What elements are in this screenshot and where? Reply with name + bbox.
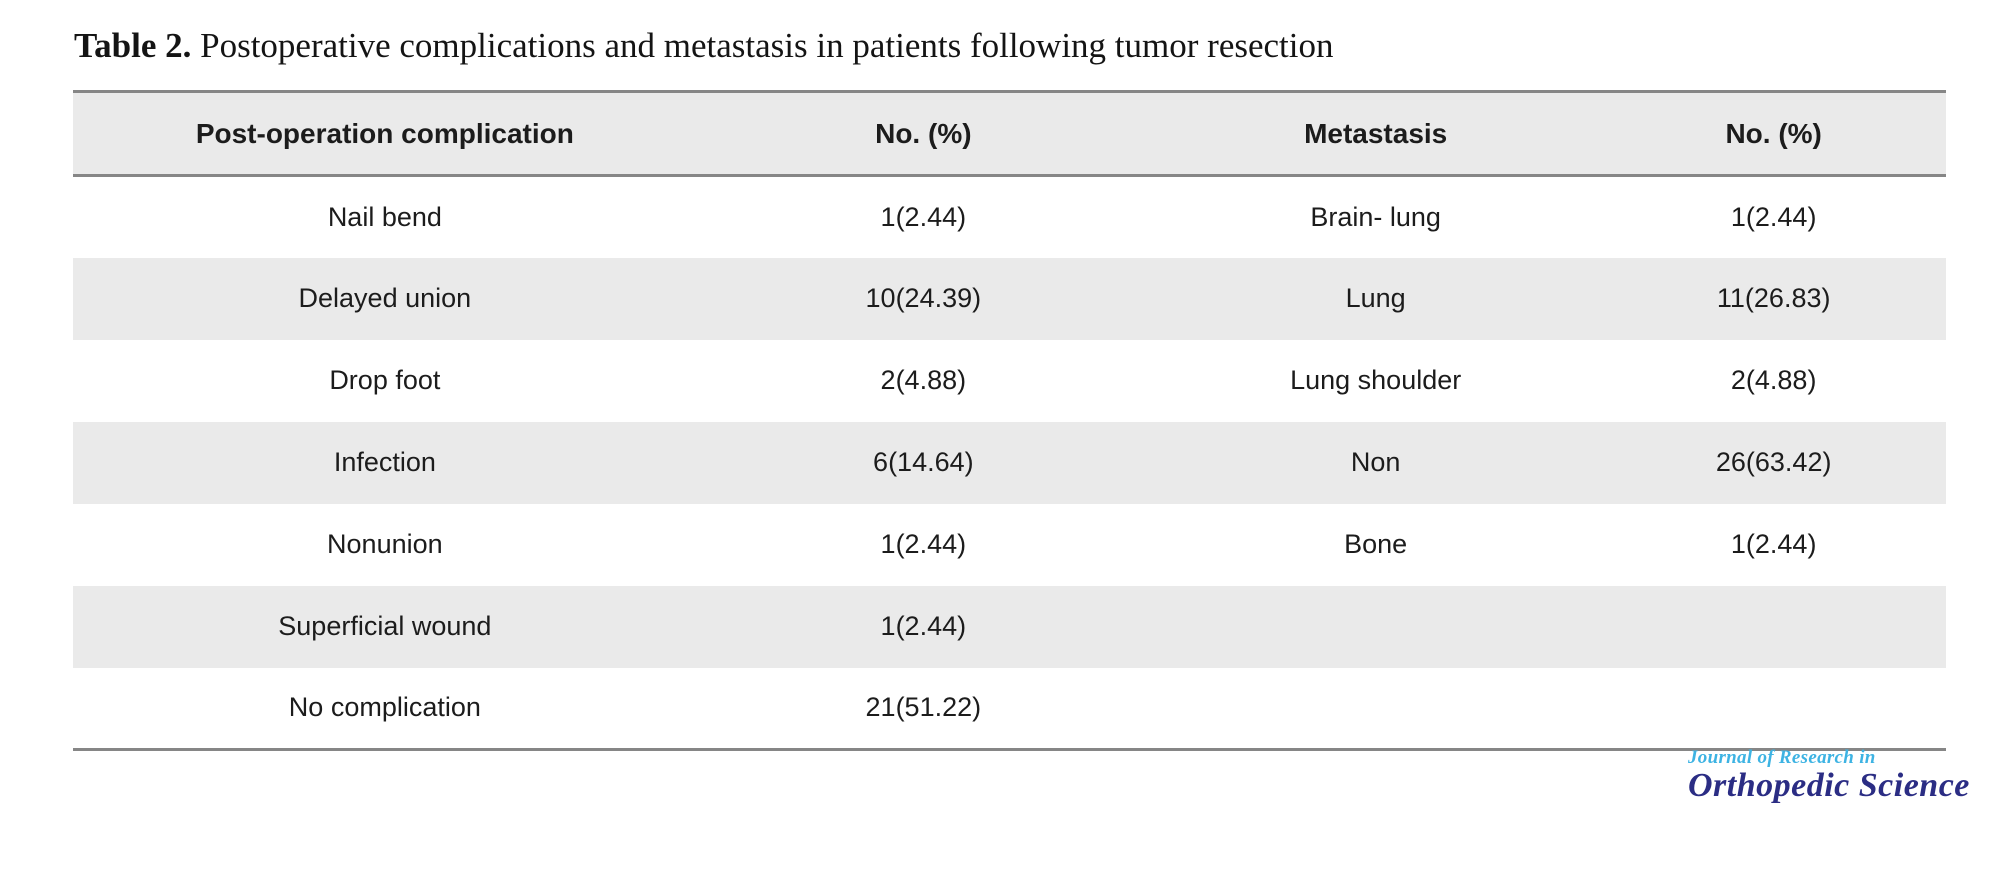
table-caption-label: Table 2. — [74, 26, 192, 65]
table-row: Superficial wound 1(2.44) — [73, 585, 1946, 668]
table-cell: 26(63.42) — [1601, 421, 1946, 504]
table-caption-text: Postoperative complications and metastas… — [200, 26, 1334, 65]
table-cell: Brain- lung — [1310, 201, 1441, 232]
table-cell: 21(51.22) — [696, 667, 1150, 751]
table-cell: Bone — [1344, 529, 1408, 559]
table-cell: No complication — [73, 667, 697, 751]
journal-logo-line2: Orthopedic Science — [1688, 766, 1970, 804]
table-row: Delayed union 10(24.39) Lung 11(26.83) — [73, 257, 1946, 340]
table-header-row: Post-operation complication No. (%) Meta… — [73, 90, 1946, 177]
table-cell: 2(4.88) — [1730, 365, 1817, 395]
header-metastasis-count: No. (%) — [1601, 90, 1946, 177]
table-cell: 1(2.44) — [880, 201, 967, 232]
table-row: Drop foot 2(4.88) Lung shoulder 2(4.88) — [73, 340, 1946, 422]
table-row: Nail bend 1(2.44) Brain- lung 1(2.44) — [73, 176, 1946, 258]
table-cell: 11(26.83) — [1601, 257, 1946, 340]
table-cell: 2(4.88) — [880, 365, 967, 395]
complications-metastasis-table: Post-operation complication No. (%) Meta… — [73, 90, 1946, 751]
table-cell: Lung — [1149, 257, 1602, 340]
table-cell: Non — [1149, 421, 1602, 504]
table-cell — [1601, 667, 1946, 751]
table-row: Nonunion 1(2.44) Bone 1(2.44) — [73, 504, 1946, 586]
table-cell: 1(2.44) — [696, 585, 1150, 668]
table-cell: Nonunion — [327, 529, 443, 559]
table-cell — [1149, 667, 1602, 751]
table-cell: Superficial wound — [73, 585, 697, 668]
header-complication: Post-operation complication — [73, 90, 697, 177]
table-cell: 10(24.39) — [696, 257, 1150, 340]
table-cell: Infection — [73, 421, 697, 504]
table-row: Infection 6(14.64) Non 26(63.42) — [73, 421, 1946, 504]
table-cell: Lung shoulder — [1290, 365, 1462, 395]
table-cell — [1149, 585, 1602, 668]
table-cell: 1(2.44) — [1730, 529, 1817, 559]
table-cell: Nail bend — [327, 201, 442, 232]
table-cell: 6(14.64) — [696, 421, 1150, 504]
journal-logo: Journal of Research in Orthopedic Scienc… — [1688, 748, 1970, 803]
table-cell — [1601, 585, 1946, 668]
table-cell: Drop foot — [329, 365, 441, 395]
journal-logo-line1: Journal of Research in — [1688, 747, 1876, 768]
table-cell: 1(2.44) — [880, 529, 967, 559]
table-row: No complication 21(51.22) — [73, 667, 1946, 751]
header-metastasis: Metastasis — [1149, 90, 1602, 177]
table-cell: Delayed union — [73, 257, 697, 340]
table-body: Nail bend 1(2.44) Brain- lung 1(2.44) De… — [73, 176, 1946, 751]
table-cell: 1(2.44) — [1730, 201, 1817, 232]
header-complication-count: No. (%) — [696, 90, 1150, 177]
table-caption: Table 2. Postoperative complications and… — [74, 26, 1334, 66]
